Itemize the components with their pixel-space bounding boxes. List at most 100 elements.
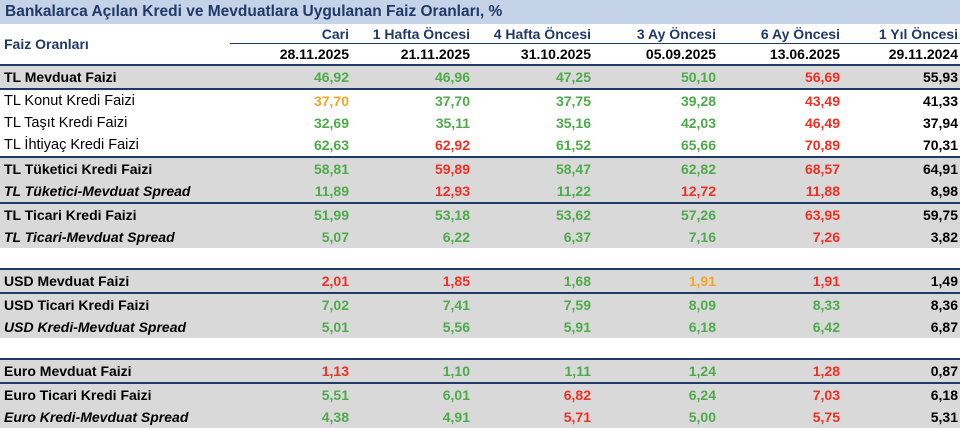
rate-cell: 37,94: [842, 112, 960, 134]
rate-cell: 6,87: [842, 316, 960, 338]
row-label: Euro Ticari Kredi Faizi: [0, 382, 230, 406]
rate-cell: 7,26: [718, 226, 842, 248]
rate-cell: 11,89: [230, 180, 351, 203]
rate-cell: 5,01: [230, 316, 351, 338]
rate-cell: 58,47: [472, 156, 593, 180]
rate-cell: 62,82: [593, 156, 718, 180]
rate-cell: 6,82: [472, 382, 593, 406]
rate-cell: 8,33: [718, 292, 842, 316]
rate-cell: 53,18: [351, 202, 472, 226]
table-row: TL Taşıt Kredi Faizi 32,69 35,11 35,16 42,03…: [0, 112, 960, 134]
rate-cell: 55,93: [842, 64, 960, 89]
row-label: Euro Kredi-Mevduat Spread: [0, 406, 230, 428]
table-row: TL Tüketici Kredi Faizi 58,81 59,89 58,47 62…: [0, 156, 960, 180]
rate-cell: 3,82: [842, 226, 960, 248]
header-row-labels: Faiz Oranları Cari 1 Hafta Öncesi 4 Haft…: [0, 24, 960, 52]
col-label: 1 Hafta Öncesi: [351, 24, 472, 44]
table-row: TL Ticari Kredi Faizi 51,99 53,18 53,62 57,2…: [0, 202, 960, 226]
rate-cell: 1,11: [472, 358, 593, 383]
rate-cell: 7,02: [230, 292, 351, 316]
rate-cell: 2,01: [230, 268, 351, 293]
col-label: 4 Hafta Öncesi: [472, 24, 593, 44]
spacer-row: [0, 338, 960, 359]
rate-cell: 62,92: [351, 134, 472, 157]
rate-cell: 1,68: [472, 268, 593, 293]
rate-cell: 41,33: [842, 88, 960, 112]
rate-cell: 43,49: [718, 88, 842, 112]
table-row: Euro Kredi-Mevduat Spread 4,38 4,91 5,71 5,0…: [0, 406, 960, 428]
rate-cell: 1,28: [718, 358, 842, 383]
rate-cell: 1,91: [718, 268, 842, 293]
rate-cell: 6,37: [472, 226, 593, 248]
rate-cell: 7,59: [472, 292, 593, 316]
row-label: USD Ticari Kredi Faizi: [0, 292, 230, 316]
rate-cell: 8,09: [593, 292, 718, 316]
table-row: USD Ticari Kredi Faizi 7,02 7,41 7,59 8,09 8,…: [0, 292, 960, 316]
row-label: Euro Mevduat Faizi: [0, 358, 230, 383]
table-row: Euro Mevduat Faizi 1,13 1,10 1,11 1,24 1,28 0,…: [0, 358, 960, 383]
rate-cell: 5,56: [351, 316, 472, 338]
table-row: TL İhtiyaç Kredi Faizi 62,63 62,92 61,52 65,…: [0, 134, 960, 157]
col-date: 31.10.2025: [520, 46, 591, 62]
rate-cell: 39,28: [593, 88, 718, 112]
rate-cell: 5,31: [842, 406, 960, 428]
rate-cell: 4,38: [230, 406, 351, 428]
rate-cell: 1,91: [593, 268, 718, 293]
row-label: USD Kredi-Mevduat Spread: [0, 316, 230, 338]
rate-cell: 5,71: [472, 406, 593, 428]
col-label: 6 Ay Öncesi: [718, 24, 842, 44]
rate-cell: 1,85: [351, 268, 472, 293]
rate-cell: 1,10: [351, 358, 472, 383]
rate-cell: 8,98: [842, 180, 960, 203]
rate-cell: 6,42: [718, 316, 842, 338]
rate-cell: 65,66: [593, 134, 718, 157]
rate-cell: 6,18: [842, 382, 960, 406]
rate-cell: 35,16: [472, 112, 593, 134]
col-label: Cari: [230, 24, 351, 44]
col-label: 1 Yıl Öncesi: [842, 24, 960, 44]
rate-cell: 7,41: [351, 292, 472, 316]
rate-cell: 1,49: [842, 268, 960, 293]
row-label: TL Mevduat Faizi: [0, 64, 230, 89]
rate-cell: 6,01: [351, 382, 472, 406]
rate-cell: 1,13: [230, 358, 351, 383]
page-title: Bankalarca Açılan Kredi ve Mevduatlara U…: [0, 0, 960, 24]
rate-cell: 35,11: [351, 112, 472, 134]
rate-cell: 5,51: [230, 382, 351, 406]
rate-cell: 5,91: [472, 316, 593, 338]
rate-cell: 7,16: [593, 226, 718, 248]
rate-cell: 64,91: [842, 156, 960, 180]
row-label: TL Tüketici Kredi Faizi: [0, 156, 230, 180]
rate-cell: 46,92: [230, 64, 351, 89]
rate-cell: 42,03: [593, 112, 718, 134]
rate-cell: 8,36: [842, 292, 960, 316]
col-label: 3 Ay Öncesi: [593, 24, 718, 44]
rate-cell: 11,22: [472, 180, 593, 203]
rate-cell: 32,69: [230, 112, 351, 134]
rate-cell: 0,87: [842, 358, 960, 383]
rate-cell: 4,91: [351, 406, 472, 428]
rate-cell: 11,88: [718, 180, 842, 203]
row-label: TL Ticari Kredi Faizi: [0, 202, 230, 226]
table-row: USD Kredi-Mevduat Spread 5,01 5,56 5,91 6,18…: [0, 316, 960, 338]
row-label: TL Konut Kredi Faizi: [0, 88, 230, 112]
col-date: 13.06.2025: [769, 46, 840, 62]
row-label: TL Taşıt Kredi Faizi: [0, 112, 230, 134]
rate-cell: 70,31: [842, 134, 960, 157]
rate-cell: 70,89: [718, 134, 842, 157]
table-row: TL Konut Kredi Faizi 37,70 37,70 37,75 39,28…: [0, 88, 960, 112]
rate-cell: 68,57: [718, 156, 842, 180]
rate-cell: 59,75: [842, 202, 960, 226]
rate-cell: 12,72: [593, 180, 718, 203]
spacer-row: [0, 248, 960, 269]
header-row-dates: 28.11.2025 21.11.2025 31.10.2025 05.09.2…: [0, 44, 960, 66]
table-row: Euro Ticari Kredi Faizi 5,51 6,01 6,82 6,24 7…: [0, 382, 960, 406]
interest-rate-table: Faiz Oranları Cari 1 Hafta Öncesi 4 Haft…: [0, 24, 960, 428]
rate-cell: 63,95: [718, 202, 842, 226]
row-header-label: Faiz Oranları: [4, 36, 89, 52]
rate-cell: 37,70: [351, 88, 472, 112]
rate-cell: 57,26: [593, 202, 718, 226]
rate-cell: 37,75: [472, 88, 593, 112]
rate-cell: 6,24: [593, 382, 718, 406]
rate-cell: 7,03: [718, 382, 842, 406]
